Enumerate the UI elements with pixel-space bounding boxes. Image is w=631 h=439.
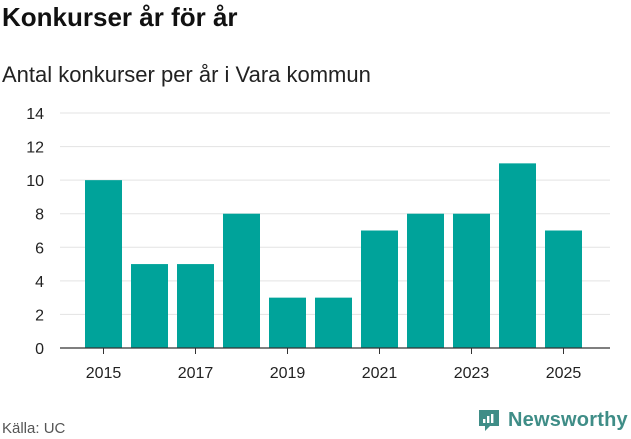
bar-chart: 0 2 4 6 8 10 12 14 2015 2017 2019 2021 2023 2025	[26, 106, 610, 382]
bar-2022[interactable]	[407, 213, 444, 348]
bar-2016[interactable]	[131, 264, 168, 348]
y-tick-label: 4	[35, 274, 44, 291]
x-tick-label: 2015	[86, 365, 122, 382]
x-axis-ticks: 2015 2017 2019 2021 2023 2025	[86, 348, 582, 382]
x-tick-label: 2017	[178, 365, 214, 382]
y-tick-label: 10	[26, 173, 44, 190]
bar-2015[interactable]	[85, 180, 122, 348]
chart-title: Konkurser år för år	[2, 2, 238, 32]
x-tick-label: 2023	[454, 365, 490, 382]
chart-subtitle: Antal konkurser per år i Vara kommun	[2, 62, 371, 87]
y-tick-label: 14	[26, 106, 44, 123]
bar-2025[interactable]	[545, 230, 582, 349]
bar-2024[interactable]	[499, 163, 536, 348]
bars	[85, 163, 582, 348]
bar-2021[interactable]	[361, 230, 398, 349]
y-tick-label: 2	[35, 307, 44, 324]
y-tick-label: 12	[26, 140, 44, 157]
brand-name: Newsworthy	[508, 408, 628, 431]
bar-2020[interactable]	[315, 297, 352, 348]
bar-2018[interactable]	[223, 213, 260, 348]
x-tick-label: 2025	[546, 365, 582, 382]
bar-2019[interactable]	[269, 297, 306, 348]
y-tick-label: 8	[35, 207, 44, 224]
brand-logo[interactable]: Newsworthy	[476, 407, 628, 433]
y-tick-label: 0	[35, 341, 44, 358]
x-tick-label: 2021	[362, 365, 398, 382]
y-axis-ticks: 0 2 4 6 8 10 12 14	[26, 106, 44, 358]
bar-2017[interactable]	[177, 264, 214, 348]
y-tick-label: 6	[35, 240, 44, 257]
newsworthy-chart-logo-icon	[479, 410, 499, 431]
source-note: Källa: UC	[2, 420, 66, 437]
x-tick-label: 2019	[270, 365, 306, 382]
bar-2023[interactable]	[453, 213, 490, 348]
